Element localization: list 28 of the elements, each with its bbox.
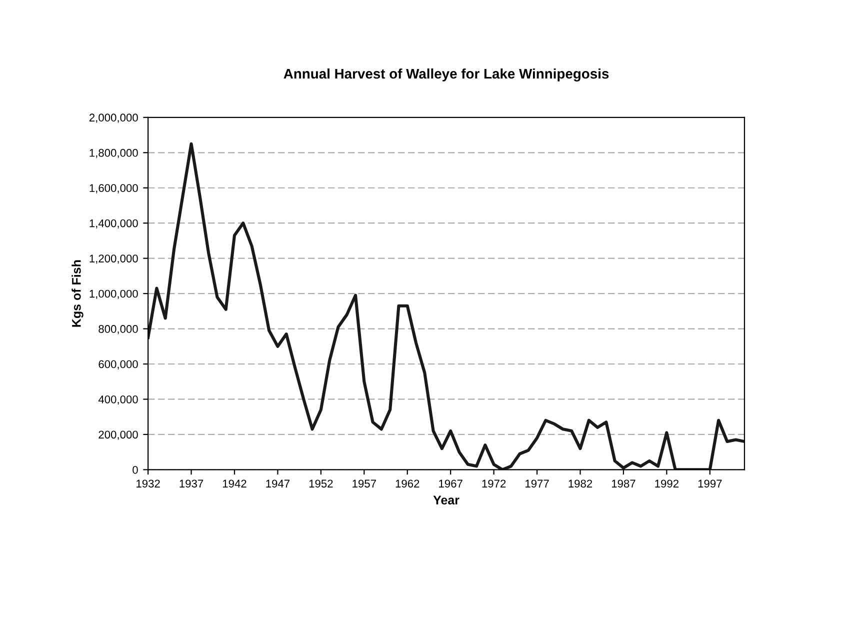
y-axis-title: Kgs of Fish xyxy=(72,260,84,327)
x-tick-label: 1982 xyxy=(568,480,592,488)
y-tick-label: 1,000,000 xyxy=(90,290,138,299)
x-tick-label: 1962 xyxy=(396,480,420,488)
y-tick-label: 1,200,000 xyxy=(90,254,138,264)
y-tick-label: 200,000 xyxy=(98,430,138,440)
y-tick-label: 2,000,000 xyxy=(89,114,138,123)
y-tick-label: 600,000 xyxy=(98,360,138,370)
x-tick-label: 1997 xyxy=(698,480,722,488)
chart-title: Annual Harvest of Walleye for Lake Winnipegosis xyxy=(284,68,609,82)
x-tick-label: 1987 xyxy=(612,480,636,488)
x-tick-label: 1972 xyxy=(482,480,506,488)
x-tick-label: 1947 xyxy=(266,480,290,488)
y-tick-label: 1,600,000 xyxy=(90,184,138,194)
x-tick-label: 1952 xyxy=(309,480,333,488)
y-tick-label: 800,000 xyxy=(98,325,138,334)
x-tick-label: 1967 xyxy=(439,480,462,488)
x-tick-label: 1942 xyxy=(222,480,246,488)
y-tick-label: 400,000 xyxy=(98,395,138,405)
x-tick-label: 1977 xyxy=(526,480,549,488)
y-tick-label: 1,800,000 xyxy=(90,148,138,158)
x-axis-title: Year xyxy=(433,496,460,504)
x-tick-label: 1937 xyxy=(180,480,204,488)
x-tick-label: 1957 xyxy=(352,480,376,488)
x-tick-label: 1992 xyxy=(655,480,678,488)
y-tick-label: 1,400,000 xyxy=(90,219,138,229)
y-tick-label: 0 xyxy=(132,466,138,474)
x-tick-label: 1932 xyxy=(136,480,160,488)
